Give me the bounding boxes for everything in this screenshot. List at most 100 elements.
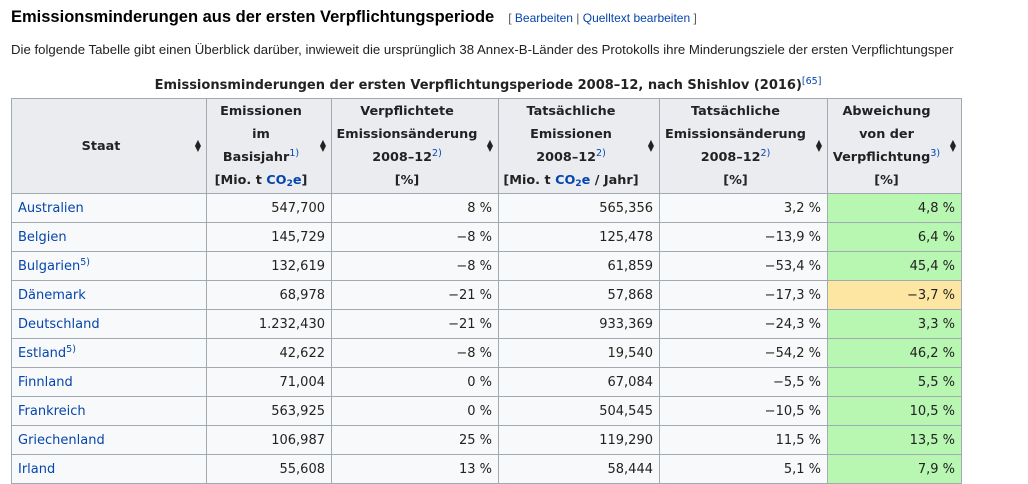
cell-basis: 132,619 xyxy=(206,251,332,281)
cell-staat: Dänemark xyxy=(11,280,207,310)
cell-basis: 71,004 xyxy=(206,367,332,397)
header-verpflichtung[interactable]: Verpflichtete Emissionsänderung 2008–122… xyxy=(331,98,499,194)
cell-abweichung: 13,5 % xyxy=(827,425,962,455)
cell-tatsaechlich: 57,868 xyxy=(498,280,660,310)
cell-tatsaechlich: 19,540 xyxy=(498,338,660,368)
cell-abweichung: 6,4 % xyxy=(827,222,962,252)
cell-abweichung: 10,5 % xyxy=(827,396,962,426)
table-row: Australien 547,700 8 % 565,356 3,2 % 4,8 % xyxy=(11,193,962,223)
cell-tatsaechliche-aenderung: −54,2 % xyxy=(659,338,828,368)
cell-basis: 145,729 xyxy=(206,222,332,252)
co2-link[interactable]: CO2e xyxy=(266,173,302,189)
country-link[interactable]: Bulgarien xyxy=(18,258,81,274)
cell-basis: 42,622 xyxy=(206,338,332,368)
table-caption: Emissionsminderungen der ersten Verpflic… xyxy=(154,76,822,93)
cell-abweichung: 5,5 % xyxy=(827,367,962,397)
country-link[interactable]: Dänemark xyxy=(18,287,86,303)
table-row: Frankreich 563,925 0 % 504,545 −10,5 % 10,5 % xyxy=(11,396,962,426)
cell-tatsaechlich: 565,356 xyxy=(498,193,660,223)
country-footnote[interactable]: 5) xyxy=(66,343,76,355)
table-row: Bulgarien5) 132,619 −8 % 61,859 −53,4 % 45,4 … xyxy=(11,251,962,281)
cell-tatsaechlich: 933,369 xyxy=(498,309,660,339)
cell-staat: Australien xyxy=(11,193,207,223)
cell-verpflichtung: 25 % xyxy=(331,425,499,455)
sort-icon[interactable]: ▲ ▼ xyxy=(194,138,201,153)
cell-tatsaechlich: 119,290 xyxy=(498,425,660,455)
cell-basis: 563,925 xyxy=(206,396,332,426)
cell-verpflichtung: −8 % xyxy=(331,251,499,281)
cell-verpflichtung: 0 % xyxy=(331,367,499,397)
cell-basis: 547,700 xyxy=(206,193,332,223)
country-link[interactable]: Finnland xyxy=(18,374,73,390)
cell-tatsaechlich: 125,478 xyxy=(498,222,660,252)
cell-staat: Bulgarien5) xyxy=(11,251,207,281)
country-link[interactable]: Griechenland xyxy=(18,432,105,448)
country-link[interactable]: Estland xyxy=(18,345,67,361)
table-row: Estland5) 42,622 −8 % 19,540 −54,2 % 46,2 % xyxy=(11,338,962,368)
header-tatsaechlich[interactable]: Tatsächliche Emissionen 2008–122) [Mio. … xyxy=(498,98,660,194)
cell-basis: 68,978 xyxy=(206,280,332,310)
cell-verpflichtung: 8 % xyxy=(331,193,499,223)
cell-abweichung: 45,4 % xyxy=(827,251,962,281)
cell-staat: Belgien xyxy=(11,222,207,252)
cell-verpflichtung: −8 % xyxy=(331,222,499,252)
cell-basis: 1.232,430 xyxy=(206,309,332,339)
table-row: Finnland 71,004 0 % 67,084 −5,5 % 5,5 % xyxy=(11,367,962,397)
caption-reference[interactable]: [65] xyxy=(801,76,822,87)
header-tatsaechliche-aenderung[interactable]: Tatsächliche Emissionsänderung 2008–122)… xyxy=(659,98,828,194)
header-basis[interactable]: Emissionen im Basisjahr1) [Mio. t CO2e] … xyxy=(206,98,332,194)
cell-staat: Deutschland xyxy=(11,309,207,339)
cell-tatsaechliche-aenderung: −53,4 % xyxy=(659,251,828,281)
cell-tatsaechliche-aenderung: −17,3 % xyxy=(659,280,828,310)
sort-icon[interactable]: ▲ ▼ xyxy=(647,138,654,153)
edit-link[interactable]: Bearbeiten xyxy=(514,11,573,25)
cell-staat: Estland5) xyxy=(11,338,207,368)
sort-icon[interactable]: ▲ ▼ xyxy=(319,138,326,153)
sort-icon[interactable]: ▲ ▼ xyxy=(815,138,822,153)
cell-tatsaechliche-aenderung: 5,1 % xyxy=(659,454,828,484)
cell-abweichung: 3,3 % xyxy=(827,309,962,339)
cell-tatsaechlich: 67,084 xyxy=(498,367,660,397)
section-title: Emissionsminderungen aus der ersten Verp… xyxy=(11,8,495,26)
cell-basis: 106,987 xyxy=(206,425,332,455)
cell-staat: Irland xyxy=(11,454,207,484)
header-abweichung[interactable]: Abweichung von der Verpflichtung3) [%] ▲… xyxy=(827,98,962,194)
table-row: Dänemark 68,978 −21 % 57,868 −17,3 % −3,7 % xyxy=(11,280,962,310)
cell-staat: Frankreich xyxy=(11,396,207,426)
country-link[interactable]: Australien xyxy=(18,200,84,216)
edit-source-link[interactable]: Quelltext bearbeiten xyxy=(582,11,691,25)
cell-abweichung: 7,9 % xyxy=(827,454,962,484)
table-row: Griechenland 106,987 25 % 119,290 11,5 % 13,5… xyxy=(11,425,962,455)
intro-paragraph: Die folgende Tabelle gibt einen Überblic… xyxy=(11,42,954,57)
cell-tatsaechlich: 61,859 xyxy=(498,251,660,281)
country-footnote[interactable]: 5) xyxy=(80,256,90,268)
cell-tatsaechliche-aenderung: −5,5 % xyxy=(659,367,828,397)
edit-links: [ Bearbeiten | Quelltext bearbeiten ] xyxy=(508,11,697,25)
cell-basis: 55,608 xyxy=(206,454,332,484)
country-link[interactable]: Belgien xyxy=(18,229,67,245)
sort-icon[interactable]: ▲ ▼ xyxy=(486,138,493,153)
header-staat[interactable]: Staat ▲ ▼ xyxy=(11,98,207,194)
table-row: Belgien 145,729 −8 % 125,478 −13,9 % 6,4 % xyxy=(11,222,962,252)
cell-tatsaechliche-aenderung: 11,5 % xyxy=(659,425,828,455)
sort-icon[interactable]: ▲ ▼ xyxy=(949,138,956,153)
cell-tatsaechliche-aenderung: −13,9 % xyxy=(659,222,828,252)
table-row: Deutschland 1.232,430 −21 % 933,369 −24,3 % 3… xyxy=(11,309,962,339)
cell-abweichung: 46,2 % xyxy=(827,338,962,368)
cell-verpflichtung: 13 % xyxy=(331,454,499,484)
emissions-table: Staat ▲ ▼ Emissionen im Basisjahr1) [Mio.… xyxy=(11,98,962,484)
country-link[interactable]: Irland xyxy=(18,461,56,477)
cell-verpflichtung: −8 % xyxy=(331,338,499,368)
cell-tatsaechlich: 58,444 xyxy=(498,454,660,484)
cell-verpflichtung: −21 % xyxy=(331,309,499,339)
table-row: Irland 55,608 13 % 58,444 5,1 % 7,9 % xyxy=(11,454,962,484)
country-link[interactable]: Frankreich xyxy=(18,403,86,419)
country-link[interactable]: Deutschland xyxy=(18,316,100,332)
cell-tatsaechlich: 504,545 xyxy=(498,396,660,426)
cell-abweichung: 4,8 % xyxy=(827,193,962,223)
co2-link[interactable]: CO2e xyxy=(555,173,591,189)
cell-verpflichtung: 0 % xyxy=(331,396,499,426)
cell-tatsaechliche-aenderung: −24,3 % xyxy=(659,309,828,339)
cell-tatsaechliche-aenderung: 3,2 % xyxy=(659,193,828,223)
cell-verpflichtung: −21 % xyxy=(331,280,499,310)
